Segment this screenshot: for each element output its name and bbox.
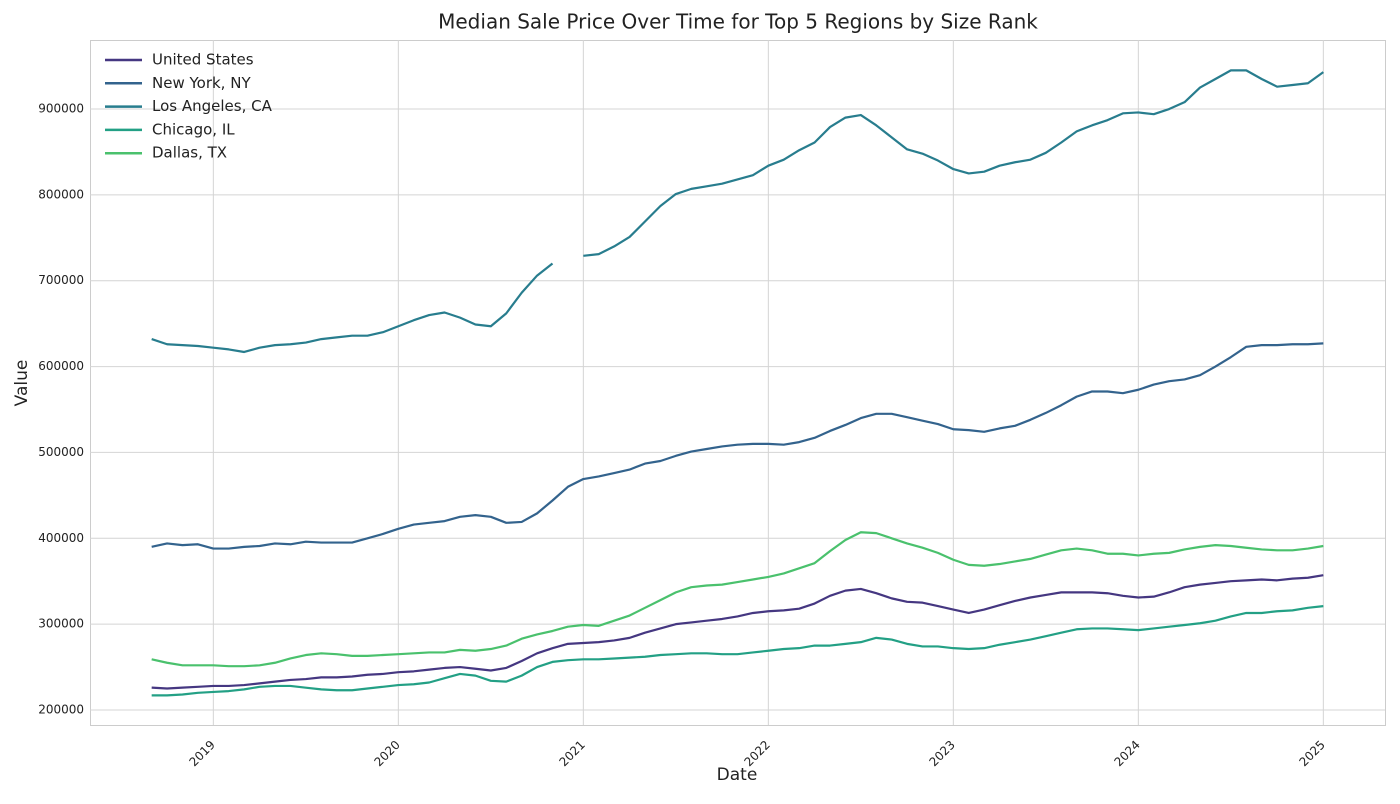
grid bbox=[90, 40, 1385, 725]
legend-label: Dallas, TX bbox=[152, 144, 227, 162]
x-axis-label: Date bbox=[717, 765, 758, 785]
legend: United States New York, NY Los Angeles, CA… bbox=[105, 51, 273, 162]
lines bbox=[151, 69, 1324, 697]
y-tick-label: 200000 bbox=[38, 702, 84, 716]
y-tick-label: 900000 bbox=[38, 102, 84, 116]
x-tick-label: 2025 bbox=[1296, 738, 1327, 769]
x-tick-label: 2020 bbox=[371, 738, 402, 769]
x-tick-label: 2021 bbox=[556, 738, 587, 769]
y-axis-label: Value bbox=[12, 360, 32, 407]
x-tick-label: 2024 bbox=[1111, 738, 1142, 769]
x-tick-label: 2019 bbox=[186, 738, 217, 769]
y-tick-label: 600000 bbox=[38, 359, 84, 373]
y-tick-label: 300000 bbox=[38, 617, 84, 631]
series-line bbox=[151, 574, 1324, 690]
plot-area bbox=[90, 40, 1386, 726]
series-line bbox=[151, 531, 1324, 668]
legend-label: United States bbox=[152, 51, 254, 69]
y-tick-label: 400000 bbox=[38, 531, 84, 545]
legend-label: Chicago, IL bbox=[152, 120, 235, 138]
chart-title: Median Sale Price Over Time for Top 5 Re… bbox=[438, 10, 1038, 34]
x-tick-label: 2023 bbox=[926, 738, 957, 769]
series-line bbox=[151, 605, 1324, 697]
y-tick-label: 700000 bbox=[38, 273, 84, 287]
series-line bbox=[151, 342, 1324, 550]
y-tick-label: 500000 bbox=[38, 445, 84, 459]
legend-label: New York, NY bbox=[152, 74, 251, 92]
y-tick-label: 800000 bbox=[38, 187, 84, 201]
legend-label: Los Angeles, CA bbox=[152, 97, 273, 115]
series-line bbox=[151, 69, 1324, 354]
